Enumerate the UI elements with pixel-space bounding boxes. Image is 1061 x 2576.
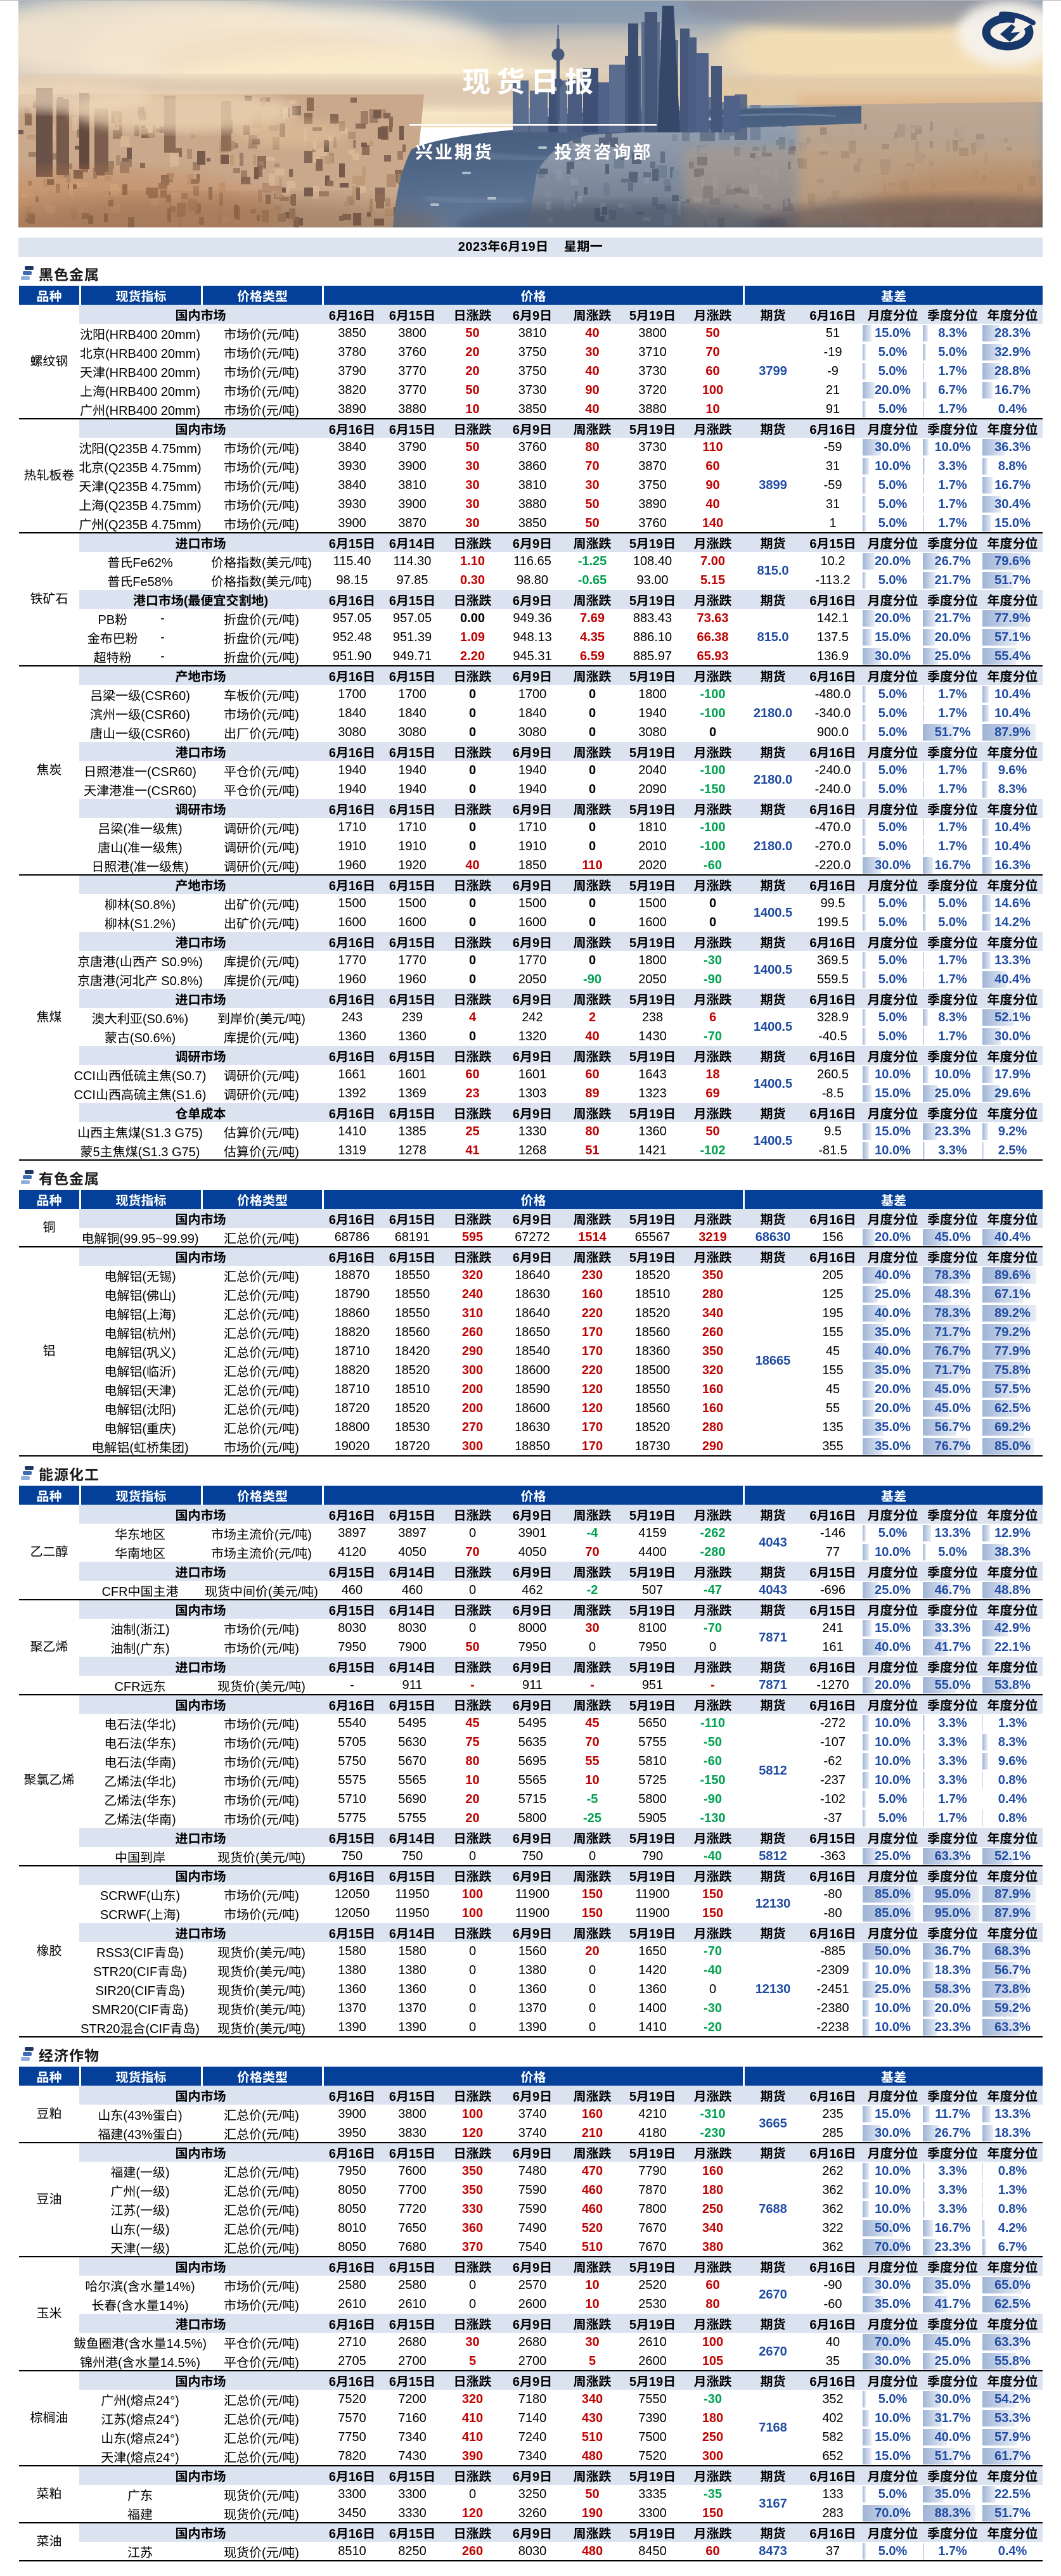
svg-text:投资咨询部: 投资咨询部 <box>554 139 652 164</box>
svg-text:兴业期货: 兴业期货 <box>415 139 494 164</box>
svg-text:现货日报: 现货日报 <box>462 59 599 100</box>
